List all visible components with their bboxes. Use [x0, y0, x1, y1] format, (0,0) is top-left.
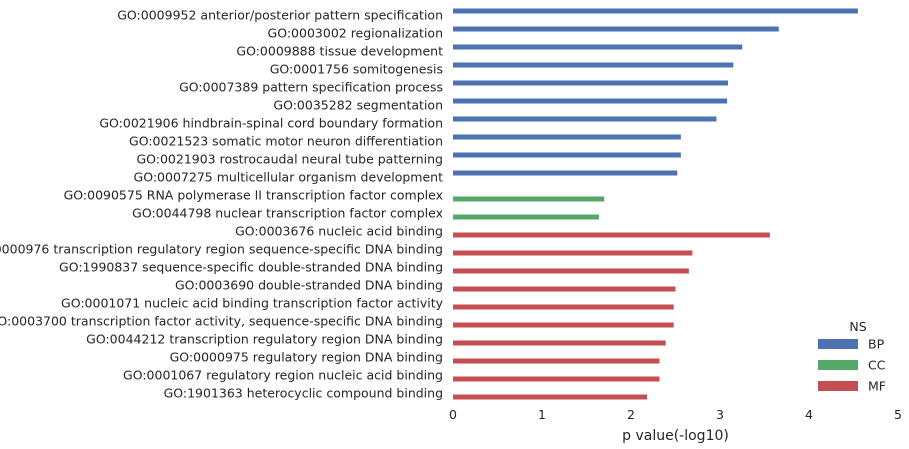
- bar-bp: [453, 26, 779, 32]
- x-tick-label: 3: [716, 407, 724, 422]
- bars-layer: [453, 8, 858, 400]
- legend-swatch-bp: [818, 339, 858, 349]
- bar-bp: [453, 80, 729, 86]
- bar-bp: [453, 170, 678, 176]
- legend-title: NS: [849, 319, 866, 334]
- legend-label-mf: MF: [868, 379, 886, 394]
- legend: NS BP CC MF: [818, 319, 886, 394]
- bar-mf: [453, 340, 666, 346]
- x-tick-label: 5: [894, 407, 902, 422]
- category-label: GO:0003700 transcription factor activity…: [0, 314, 443, 329]
- category-labels: GO:0009952 anterior/posterior pattern sp…: [0, 8, 444, 401]
- bar-bp: [453, 116, 717, 122]
- x-axis-title: p value(-log10): [622, 428, 729, 444]
- bar-cc: [453, 214, 599, 220]
- category-label: GO:0009888 tissue development: [236, 44, 443, 59]
- category-label: GO:0001067 regulatory region nucleic aci…: [123, 368, 443, 383]
- legend-label-bp: BP: [868, 337, 885, 352]
- x-tick-label: 0: [449, 407, 457, 422]
- bar-bp: [453, 98, 728, 104]
- category-label: GO:0021903 rostrocaudal neural tube patt…: [136, 152, 443, 167]
- legend-swatch-cc: [818, 360, 858, 370]
- legend-swatch-mf: [818, 381, 858, 391]
- x-axis-ticks: 0 1 2 3 4 5: [449, 407, 902, 422]
- category-label: GO:0003002 regionalization: [268, 26, 443, 41]
- category-label: GO:0003690 double-stranded DNA binding: [175, 278, 443, 293]
- x-tick-label: 4: [805, 407, 813, 422]
- bar-mf: [453, 394, 648, 400]
- legend-entries: BP CC MF: [818, 337, 886, 394]
- category-label: GO:0001756 somitogenesis: [270, 62, 443, 77]
- category-label: GO:0007275 multicellular organism develo…: [134, 170, 444, 185]
- bar-mf: [453, 304, 674, 310]
- bar-mf: [453, 322, 674, 328]
- bar-mf: [453, 286, 676, 292]
- category-label: GO:0090575 RNA polymerase II transcripti…: [64, 188, 443, 203]
- category-label: GO:0003676 nucleic acid binding: [235, 224, 443, 239]
- category-label: GO:0021523 somatic motor neuron differen…: [129, 134, 443, 149]
- category-label: GO:1901363 heterocyclic compound binding: [164, 386, 443, 401]
- category-label: GO:0001071 nucleic acid binding transcri…: [61, 296, 444, 311]
- bar-bp: [453, 152, 681, 158]
- bar-mf: [453, 358, 660, 364]
- bar-mf: [453, 250, 693, 256]
- bar-cc: [453, 196, 605, 202]
- x-tick-label: 1: [538, 407, 546, 422]
- category-label: GO:0035282 segmentation: [273, 98, 443, 113]
- category-label: GO:0009952 anterior/posterior pattern sp…: [117, 8, 443, 23]
- bar-bp: [453, 134, 681, 140]
- category-label: GO:1990837 sequence-specific double-stra…: [59, 260, 443, 275]
- category-label: GO:0007389 pattern specification process: [179, 80, 443, 95]
- category-label: GO:0000976 transcription regulatory regi…: [0, 242, 443, 257]
- category-label: GO:0000975 regulatory region DNA binding: [170, 350, 443, 365]
- category-label: GO:0044798 nuclear transcription factor …: [132, 206, 443, 221]
- x-tick-label: 2: [627, 407, 635, 422]
- bar-bp: [453, 8, 858, 14]
- bar-mf: [453, 232, 770, 238]
- bar-mf: [453, 376, 660, 382]
- category-label: GO:0021906 hindbrain-spinal cord boundar…: [99, 116, 443, 131]
- bar-mf: [453, 268, 689, 274]
- bar-bp: [453, 44, 743, 50]
- legend-label-cc: CC: [868, 358, 886, 373]
- bar-bp: [453, 62, 734, 68]
- category-label: GO:0044212 transcription regulatory regi…: [86, 332, 443, 347]
